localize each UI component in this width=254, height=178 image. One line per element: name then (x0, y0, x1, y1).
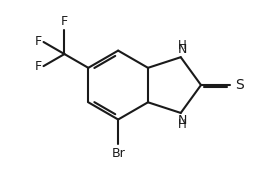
Text: F: F (35, 35, 42, 48)
Text: F: F (61, 15, 68, 28)
Text: N: N (178, 43, 187, 56)
Text: F: F (35, 60, 42, 73)
Text: N: N (178, 114, 187, 127)
Text: Br: Br (111, 147, 125, 160)
Text: S: S (235, 78, 244, 92)
Text: H: H (178, 118, 187, 131)
Text: H: H (178, 39, 187, 52)
